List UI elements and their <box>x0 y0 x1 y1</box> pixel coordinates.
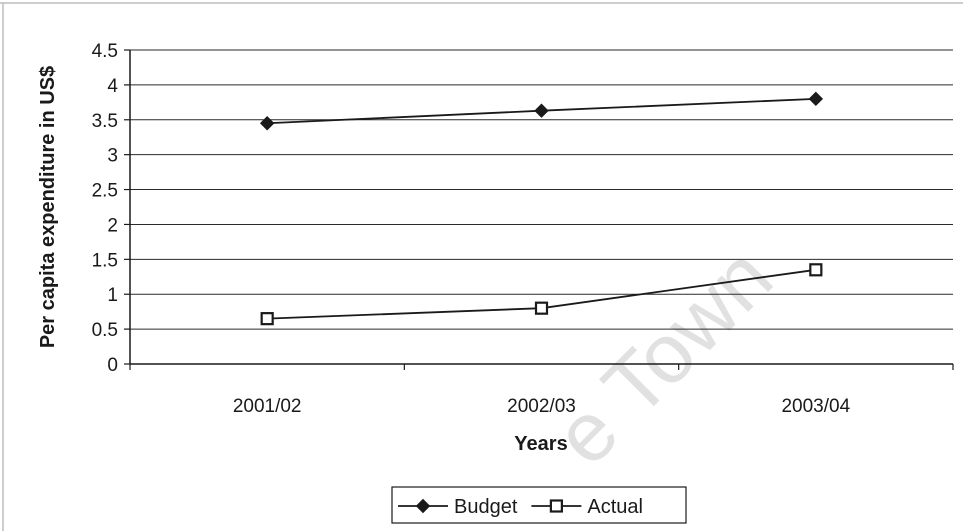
legend-label-budget: Budget <box>454 496 518 518</box>
gridlines <box>130 49 953 330</box>
legend-marker-actual <box>549 499 563 513</box>
data-point-budget <box>259 116 275 131</box>
data-point-actual <box>260 312 274 326</box>
x-tick-label: 2003/04 <box>781 396 850 417</box>
legend: Budget Actual <box>391 486 687 524</box>
x-axis-ticks: 2001/02 2002/03 2003/04 <box>129 364 954 417</box>
data-point-actual <box>534 301 549 315</box>
watermark: e Town <box>536 229 790 483</box>
y-tick-label: 1 <box>107 285 118 306</box>
series-layer <box>259 91 824 326</box>
y-tick-label: 0 <box>107 355 118 376</box>
data-point-actual <box>809 263 823 277</box>
y-tick-label: 4 <box>107 76 118 97</box>
x-tick-label: 2001/02 <box>233 396 302 417</box>
x-axis-title: Years <box>514 433 567 455</box>
x-tick-label: 2002/03 <box>507 396 576 417</box>
y-tick-label: 3 <box>107 146 118 167</box>
y-axis-title: Per capita expenditure in US$ <box>37 66 59 348</box>
data-point-budget <box>534 103 549 118</box>
y-tick-label: 3.5 <box>92 111 118 132</box>
y-tick-label: 2.5 <box>92 181 118 202</box>
y-axis-ticks: 0 0.5 1 1.5 2 2.5 3 3.5 4 4.5 <box>92 41 130 376</box>
y-tick-label: 1.5 <box>92 250 118 271</box>
legend-box <box>391 486 687 524</box>
legend-marker-budget <box>415 498 431 514</box>
data-point-budget <box>808 91 824 107</box>
y-tick-label: 2 <box>107 215 118 236</box>
y-tick-label: 4.5 <box>92 41 118 62</box>
y-tick-label: 0.5 <box>92 320 118 341</box>
legend-label-actual: Actual <box>587 496 643 518</box>
